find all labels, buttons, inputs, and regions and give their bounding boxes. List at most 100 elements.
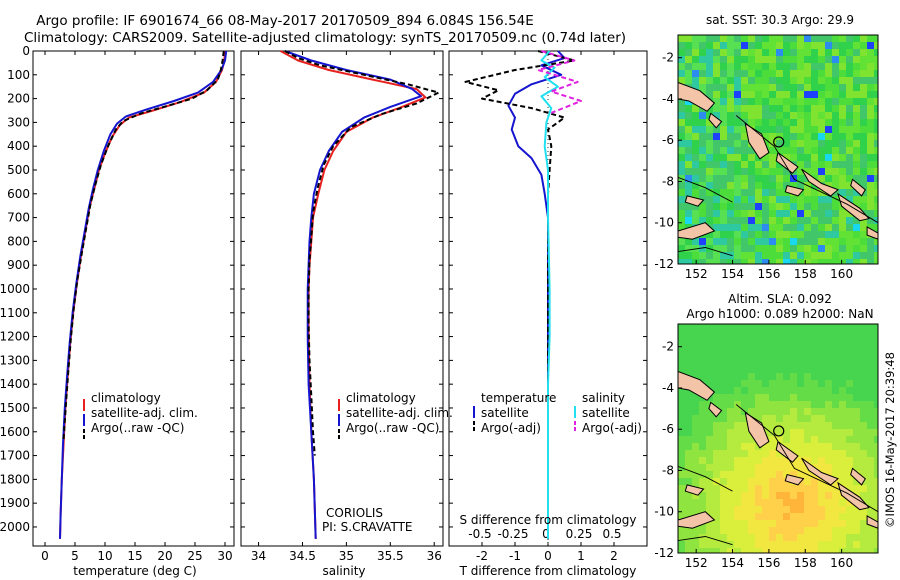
map-cell [769,408,777,416]
map-cell [699,126,707,134]
map-cell [769,252,777,260]
map-cell [692,506,700,514]
map-cell [776,534,784,542]
difference-xtick-label: 0 [544,549,552,563]
map-cell [685,506,693,514]
map-cell [811,189,819,197]
map-cell [762,98,770,106]
map-cell [748,259,756,264]
legend-label-satellite: satellite-adj. clim. [346,406,453,420]
map-cell [720,415,728,423]
map-cell [748,450,756,458]
map-cell [818,42,826,50]
map-cell [678,35,686,43]
map-cell [797,534,805,542]
map-cell [811,105,819,113]
map-cell [755,126,763,134]
map-cell [874,401,878,409]
map-cell [853,345,861,353]
map-cell [825,345,833,353]
map-cell [867,331,875,339]
map-cell [741,548,749,553]
map-cell [853,394,861,402]
map-cell [846,217,854,225]
map-cell [874,238,878,246]
map-ytick-label: -8 [662,174,674,188]
map-cell [720,112,728,120]
map-cell [727,182,735,190]
map-cell [790,70,798,78]
map-cell [713,520,721,528]
map-cell [783,140,791,148]
map-cell [832,210,840,218]
map-cell [678,112,686,120]
map-cell [811,210,819,218]
map-cell [832,422,840,430]
map-cell [797,443,805,451]
map-cell [741,394,749,402]
map-cell [874,499,878,507]
map-cell [811,527,819,535]
map-cell [797,436,805,444]
map-cell [741,112,749,120]
map-cell [692,133,700,141]
map-cell [755,42,763,50]
map-cell [867,485,875,493]
map-cell [825,464,833,472]
map-cell [790,49,798,57]
map-cell [860,175,868,183]
map-cell [720,224,728,232]
map-cell [769,338,777,346]
map-cell [860,541,868,549]
map-cell [846,42,854,50]
map-cell [825,499,833,507]
map-cell [769,182,777,190]
map-cell [867,133,875,141]
map-cell [769,119,777,127]
map-cell [790,541,798,549]
map-cell [860,70,868,78]
map-cell [860,259,868,264]
map-cell [713,112,721,120]
map-cell [818,520,826,528]
map-cell [720,133,728,141]
map-cell [678,415,686,423]
map-cell [720,324,728,332]
map-cell [783,394,791,402]
map-cell [741,366,749,374]
map-cell [734,387,742,395]
map-cell [818,119,826,127]
map-cell [741,245,749,253]
map-cell [678,49,686,57]
map-cell [797,98,805,106]
map-cell [846,513,854,521]
map-cell [678,63,686,71]
map-cell [783,506,791,514]
map-cell [727,231,735,239]
map-cell [846,133,854,141]
ytick-label: 1900 [0,496,30,510]
map-cell [713,541,721,549]
map-cell [874,457,878,465]
island-shape [850,178,866,197]
map-cell [832,259,840,264]
map-cell [699,366,707,374]
map-cell [762,352,770,360]
map-cell [727,429,735,437]
map-cell [741,380,749,388]
map-cell [692,168,700,176]
map-cell [783,345,791,353]
map-cell [860,126,868,134]
map-cell [811,387,819,395]
map-cell [839,77,847,85]
map-cell [811,147,819,155]
island-shape [678,222,716,240]
map-cell [741,224,749,232]
map-cell [867,401,875,409]
map-cell [706,485,714,493]
map-cell [839,499,847,507]
map-cell [825,394,833,402]
map-cell [699,401,707,409]
island-shape [866,226,878,240]
map-cell [769,91,777,99]
